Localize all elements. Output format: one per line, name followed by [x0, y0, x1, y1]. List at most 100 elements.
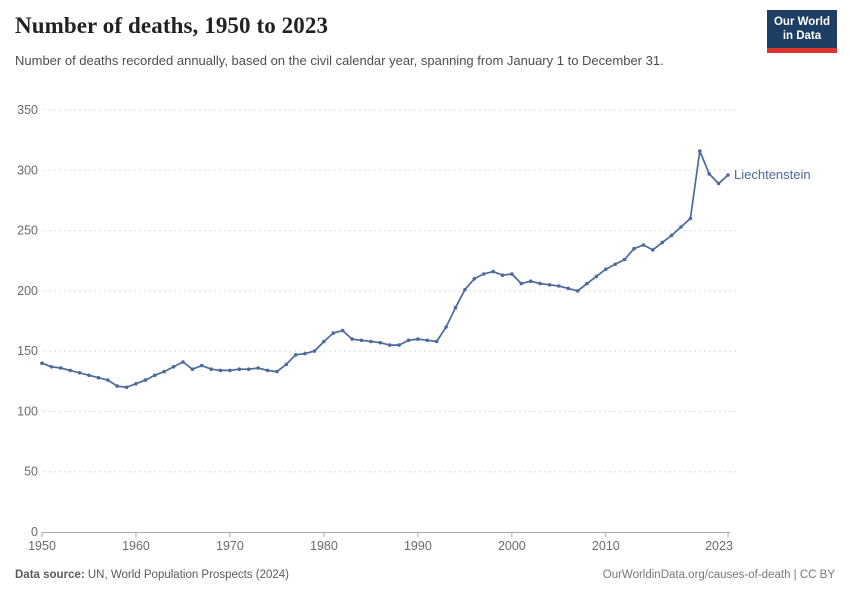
- page-title: Number of deaths, 1950 to 2023: [15, 13, 329, 38]
- x-tick-label: 2023: [705, 539, 733, 553]
- data-point: [453, 305, 458, 310]
- data-point: [444, 325, 448, 329]
- data-point: [181, 360, 185, 364]
- data-point: [96, 375, 101, 380]
- data-point: [651, 248, 655, 252]
- data-point: [688, 216, 693, 221]
- data-point: [538, 281, 542, 286]
- data-point: [228, 368, 232, 373]
- y-tick-label: 50: [24, 465, 38, 479]
- x-tick-label: 1950: [28, 539, 56, 553]
- data-point: [669, 233, 674, 238]
- data-point: [322, 339, 326, 344]
- data-point: [698, 149, 702, 153]
- data-point: [397, 343, 401, 347]
- page-subtitle: Number of deaths recorded annually, base…: [15, 53, 664, 68]
- credit-link[interactable]: OurWorldinData.org/causes-of-death | CC …: [602, 569, 835, 581]
- y-tick-label: 200: [17, 284, 38, 298]
- data-point: [519, 281, 524, 286]
- data-point: [406, 338, 411, 343]
- y-tick-label: 150: [17, 344, 38, 358]
- data-point: [143, 378, 148, 382]
- data-point: [481, 272, 486, 276]
- data-point: [293, 353, 298, 357]
- y-tick-label: 250: [17, 224, 38, 238]
- data-point: [303, 351, 307, 356]
- x-tick-label: 1990: [404, 539, 432, 553]
- data-point: [87, 373, 91, 378]
- data-point: [106, 378, 110, 382]
- data-point: [171, 365, 176, 369]
- data-point: [162, 369, 166, 374]
- data-point: [134, 381, 138, 386]
- x-tick-label: 1970: [216, 539, 244, 553]
- data-point: [284, 362, 289, 367]
- data-point: [350, 337, 354, 341]
- data-point: [613, 262, 617, 267]
- y-tick-label: 100: [17, 404, 38, 418]
- data-point: [124, 385, 129, 390]
- data-point: [359, 338, 364, 343]
- data-point: [256, 366, 260, 370]
- data-point: [425, 338, 430, 343]
- data-point: [312, 349, 317, 353]
- data-point: [77, 371, 82, 375]
- data-point: [218, 368, 223, 373]
- data-point: [115, 384, 119, 388]
- data-point: [49, 365, 54, 369]
- data-series-line[interactable]: [41, 150, 729, 389]
- data-point: [726, 173, 730, 177]
- x-tick-label: 1980: [310, 539, 338, 553]
- data-point: [472, 277, 477, 281]
- data-point: [246, 367, 251, 372]
- x-tick-label: 2000: [498, 539, 526, 553]
- data-point: [547, 283, 552, 287]
- owid-logo[interactable]: Our World in Data: [766, 10, 837, 53]
- data-point: [594, 274, 599, 279]
- data-point: [604, 267, 608, 272]
- owid-logo-line1: Our World: [773, 16, 830, 28]
- data-point: [200, 363, 204, 368]
- data-point: [265, 368, 270, 373]
- data-point: [237, 367, 242, 372]
- data-point: [340, 328, 345, 333]
- data-point: [491, 269, 495, 274]
- data-point: [641, 243, 646, 247]
- y-tick-label: 350: [17, 103, 38, 117]
- data-point: [387, 343, 392, 347]
- data-point: [40, 361, 44, 366]
- x-tick-label: 1960: [122, 539, 150, 553]
- data-point: [585, 281, 589, 286]
- data-point: [416, 337, 420, 341]
- data-source-note: Data source: UN, World Population Prospe…: [15, 569, 289, 581]
- y-tick-label: 300: [17, 163, 38, 177]
- data-source-label: Data source:: [15, 569, 85, 581]
- data-point: [275, 369, 279, 374]
- data-point: [632, 246, 636, 251]
- data-point: [716, 181, 721, 186]
- y-tick-label: 0: [31, 525, 38, 539]
- data-point: [434, 339, 439, 344]
- data-point: [660, 240, 664, 245]
- data-point: [153, 373, 157, 378]
- data-point: [557, 284, 561, 288]
- data-point: [331, 331, 336, 335]
- data-point: [707, 172, 711, 176]
- data-point: [575, 289, 580, 293]
- data-point: [68, 368, 72, 373]
- data-point: [369, 339, 373, 344]
- data-point: [209, 367, 213, 372]
- data-point: [500, 273, 505, 278]
- data-point: [190, 367, 195, 372]
- data-point: [528, 279, 533, 284]
- data-point: [622, 257, 627, 262]
- series-label-liechtenstein[interactable]: Liechtenstein: [734, 167, 811, 182]
- data-point: [679, 225, 683, 229]
- owid-logo-line2: in Data: [782, 30, 822, 43]
- data-point: [378, 340, 383, 345]
- x-tick-label: 2010: [592, 539, 620, 553]
- data-point: [510, 272, 514, 276]
- data-point: [463, 287, 467, 292]
- data-point: [59, 366, 63, 370]
